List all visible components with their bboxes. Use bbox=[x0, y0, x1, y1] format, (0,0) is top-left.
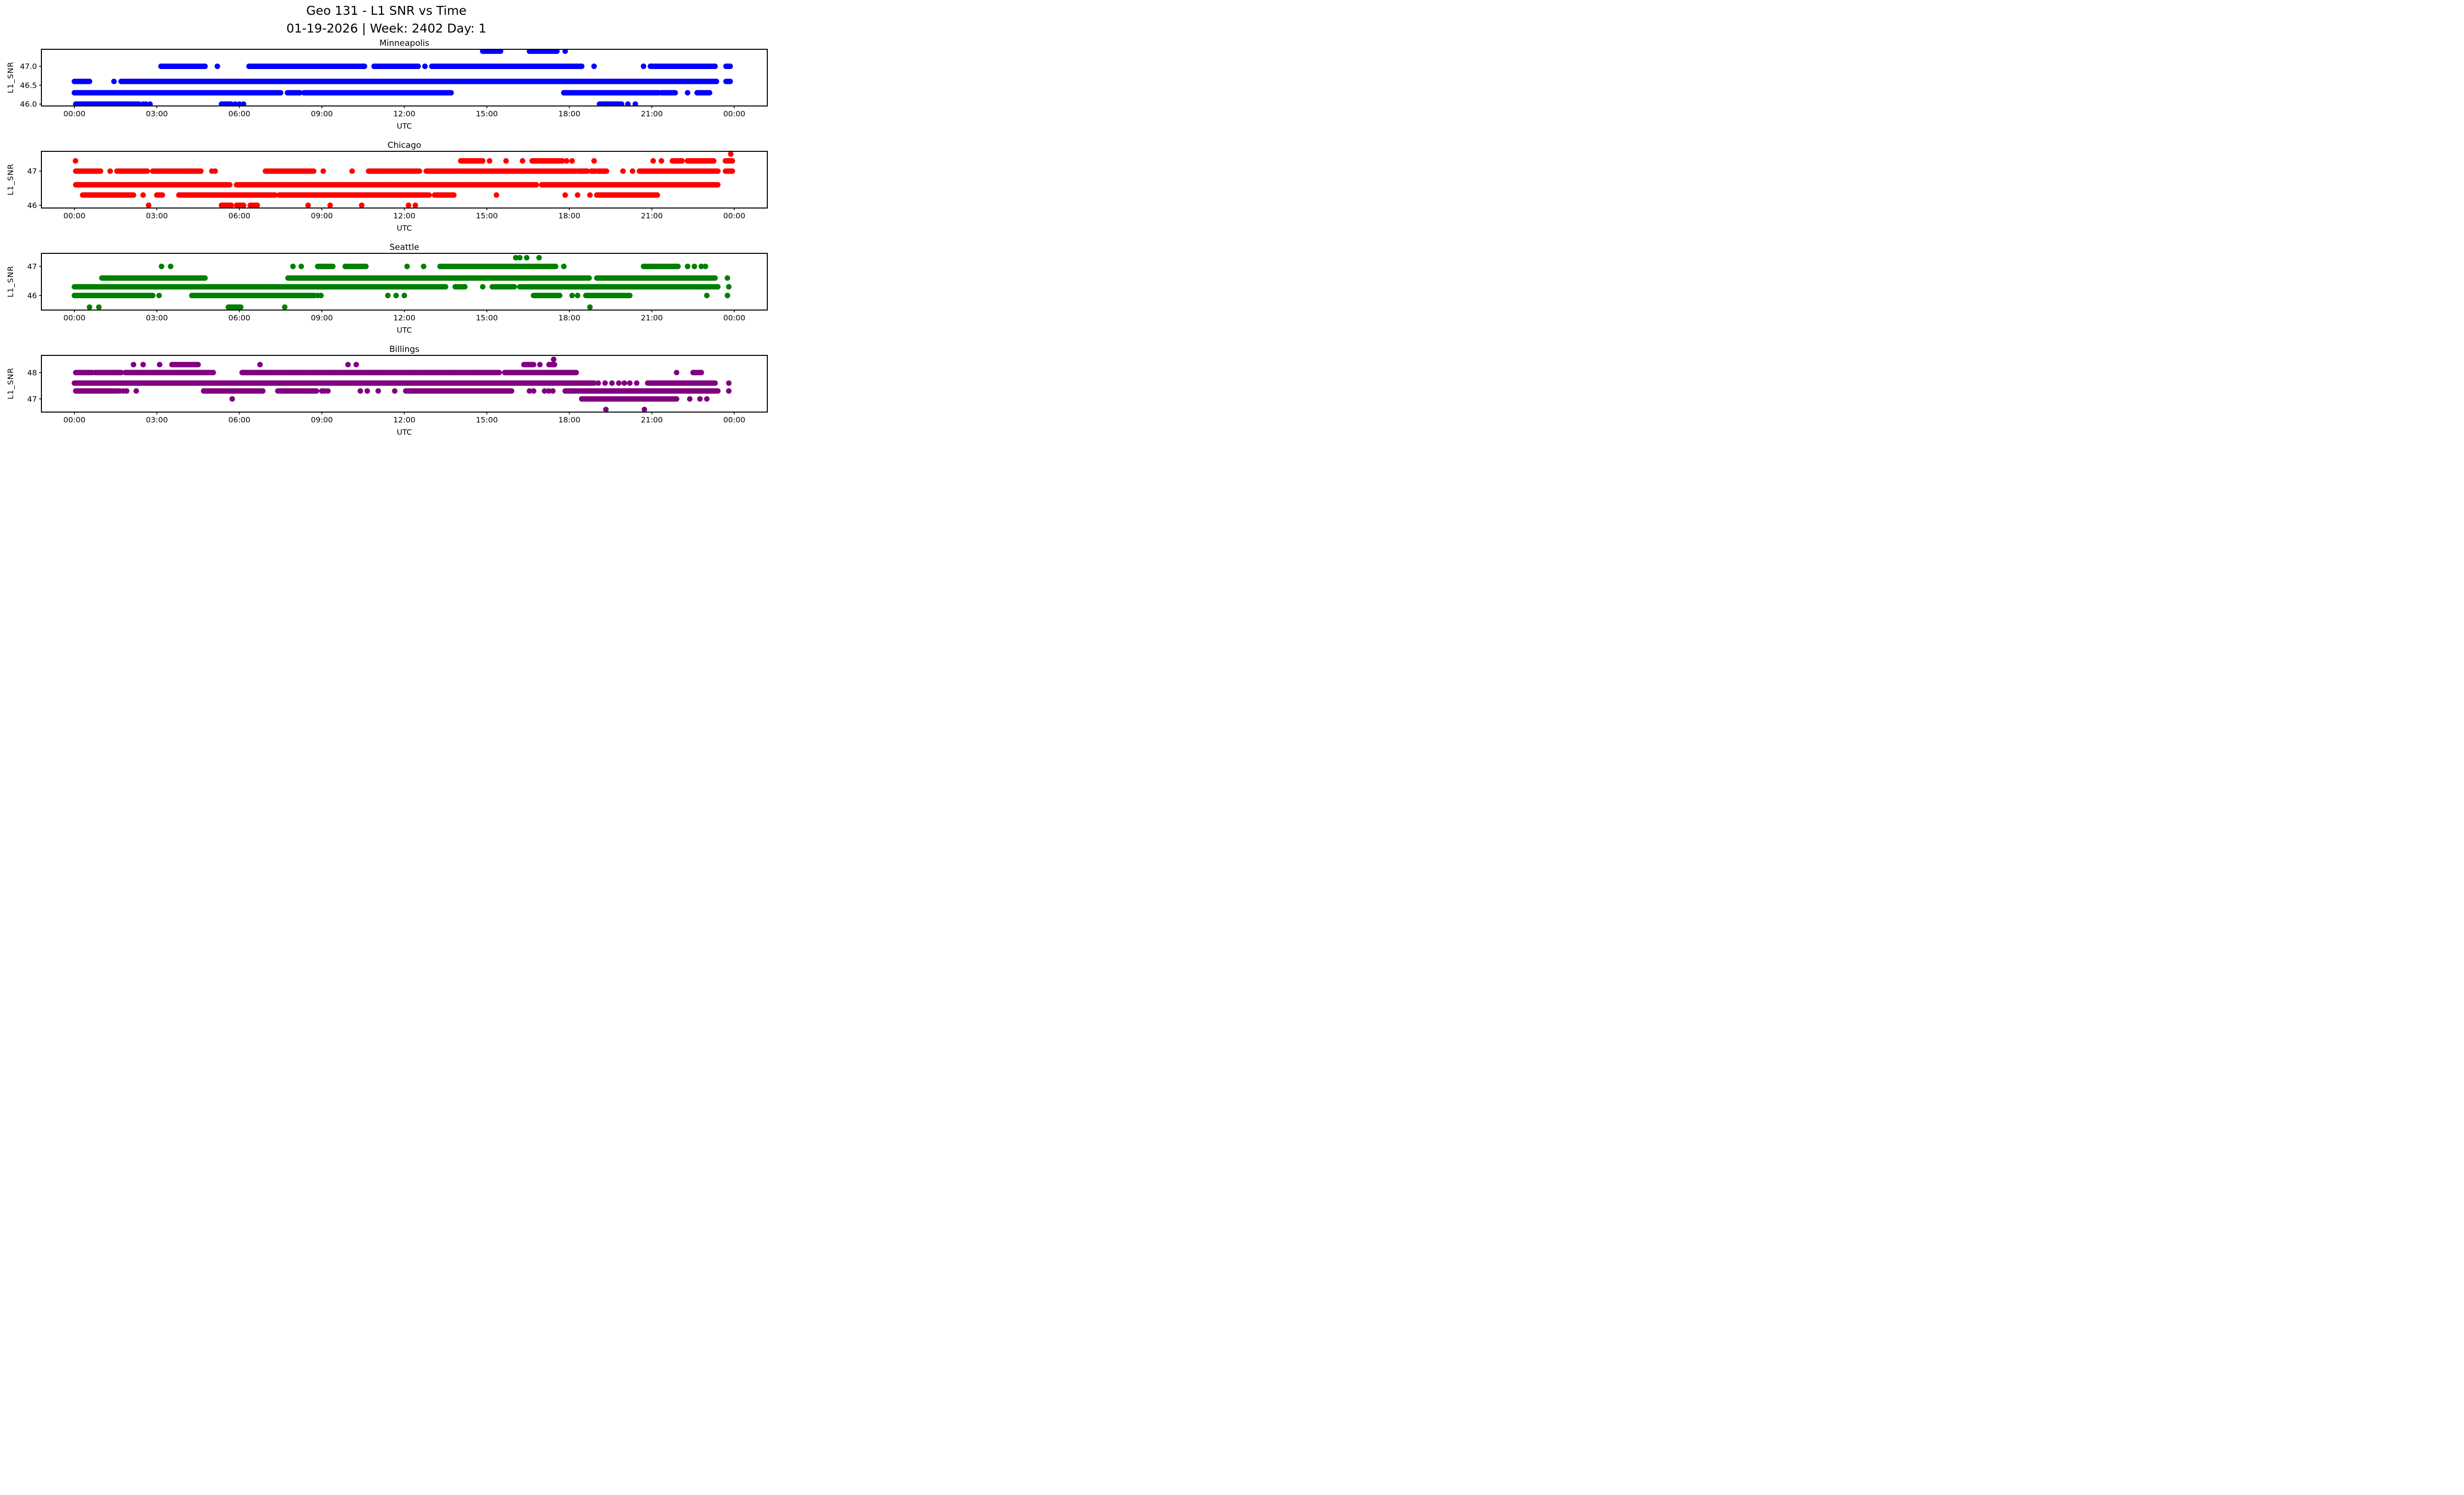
x-tick-label: 00:00 bbox=[64, 109, 86, 118]
y-tick-label: 46 bbox=[27, 291, 37, 300]
x-tick-label: 18:00 bbox=[558, 313, 581, 322]
axes-frame-chicago bbox=[41, 151, 768, 209]
x-tick-label: 00:00 bbox=[723, 313, 746, 322]
subplot-title-chicago: Chicago bbox=[387, 140, 421, 150]
x-axis-label-minneapolis: UTC bbox=[397, 122, 412, 131]
y-ticks-billings: 47 48 bbox=[27, 368, 41, 404]
x-ticks-minneapolis: 00:00 03:00 06:00 09:00 12:00 15:00 18:00 21:00… bbox=[64, 106, 746, 118]
x-ticks-billings: 00:00 03:00 06:00 09:00 12:00 15:00 18:00 21:00… bbox=[64, 412, 746, 424]
x-tick-label: 09:00 bbox=[311, 313, 333, 322]
x-tick-label: 09:00 bbox=[311, 211, 333, 220]
x-tick-label: 06:00 bbox=[228, 211, 250, 220]
subplot-title-billings: Billings bbox=[389, 345, 419, 354]
series-chicago bbox=[72, 151, 735, 208]
x-tick-label: 03:00 bbox=[146, 109, 168, 118]
y-tick-label: 47.0 bbox=[20, 62, 37, 71]
x-tick-label: 00:00 bbox=[64, 313, 86, 322]
x-tick-label: 06:00 bbox=[228, 313, 250, 322]
y-tick-label: 46.5 bbox=[20, 81, 37, 90]
series-billings bbox=[71, 356, 732, 412]
x-tick-label: 00:00 bbox=[723, 211, 746, 220]
plots-canvas: 00:00 03:00 06:00 09:00 12:00 15:00 18:00 21:00… bbox=[20, 49, 768, 424]
x-tick-label: 00:00 bbox=[723, 416, 746, 424]
figure-subtitle: 01-19-2026 | Week: 2402 Day: 1 bbox=[286, 21, 486, 35]
x-tick-label: 03:00 bbox=[146, 416, 168, 424]
x-tick-label: 18:00 bbox=[558, 109, 581, 118]
subplot-title-seattle: Seattle bbox=[389, 243, 419, 252]
x-tick-label: 21:00 bbox=[641, 109, 663, 118]
x-tick-label: 15:00 bbox=[476, 313, 498, 322]
series-minneapolis bbox=[71, 49, 733, 106]
x-tick-label: 15:00 bbox=[476, 109, 498, 118]
figure: Geo 131 - L1 SNR vs Time 01-19-2026 | We… bbox=[0, 0, 773, 444]
x-tick-label: 12:00 bbox=[393, 211, 415, 220]
x-tick-label: 03:00 bbox=[146, 313, 168, 322]
x-tick-label: 18:00 bbox=[558, 416, 581, 424]
x-tick-label: 21:00 bbox=[641, 416, 663, 424]
x-tick-label: 09:00 bbox=[311, 109, 333, 118]
axes-frame-minneapolis bbox=[41, 49, 768, 106]
x-axis-label-seattle: UTC bbox=[397, 326, 412, 335]
x-tick-label: 21:00 bbox=[641, 211, 663, 220]
x-tick-label: 21:00 bbox=[641, 313, 663, 322]
y-tick-label: 47 bbox=[27, 167, 37, 176]
x-tick-label: 06:00 bbox=[228, 416, 250, 424]
figure-title: Geo 131 - L1 SNR vs Time bbox=[306, 3, 467, 18]
x-ticks-seattle: 00:00 03:00 06:00 09:00 12:00 15:00 18:00 21:00… bbox=[64, 310, 746, 322]
x-tick-label: 00:00 bbox=[64, 211, 86, 220]
subplot-title-minneapolis: Minneapolis bbox=[379, 38, 430, 48]
axes-frame-seattle bbox=[41, 253, 768, 311]
y-ticks-seattle: 46 47 bbox=[27, 262, 41, 300]
x-axis-label-chicago: UTC bbox=[397, 224, 412, 233]
x-tick-label: 00:00 bbox=[723, 109, 746, 118]
x-tick-label: 09:00 bbox=[311, 416, 333, 424]
y-tick-label: 47 bbox=[27, 262, 37, 271]
x-tick-label: 15:00 bbox=[476, 416, 498, 424]
x-axis-label-billings: UTC bbox=[397, 428, 412, 437]
x-tick-label: 12:00 bbox=[393, 313, 415, 322]
y-tick-label: 46.0 bbox=[20, 100, 37, 109]
y-tick-label: 48 bbox=[27, 368, 37, 377]
x-tick-label: 06:00 bbox=[228, 109, 250, 118]
x-tick-label: 03:00 bbox=[146, 211, 168, 220]
x-tick-label: 15:00 bbox=[476, 211, 498, 220]
y-ticks-minneapolis: 46.0 46.5 47.0 bbox=[20, 62, 41, 109]
x-ticks-chicago: 00:00 03:00 06:00 09:00 12:00 15:00 18:00 21:00… bbox=[64, 208, 746, 220]
x-tick-label: 12:00 bbox=[393, 109, 415, 118]
y-ticks-chicago: 46 47 bbox=[27, 167, 41, 210]
y-tick-label: 46 bbox=[27, 201, 37, 210]
series-seattle bbox=[71, 255, 732, 310]
x-tick-label: 12:00 bbox=[393, 416, 415, 424]
x-tick-label: 00:00 bbox=[64, 416, 86, 424]
y-tick-label: 47 bbox=[27, 395, 37, 404]
x-tick-label: 18:00 bbox=[558, 211, 581, 220]
